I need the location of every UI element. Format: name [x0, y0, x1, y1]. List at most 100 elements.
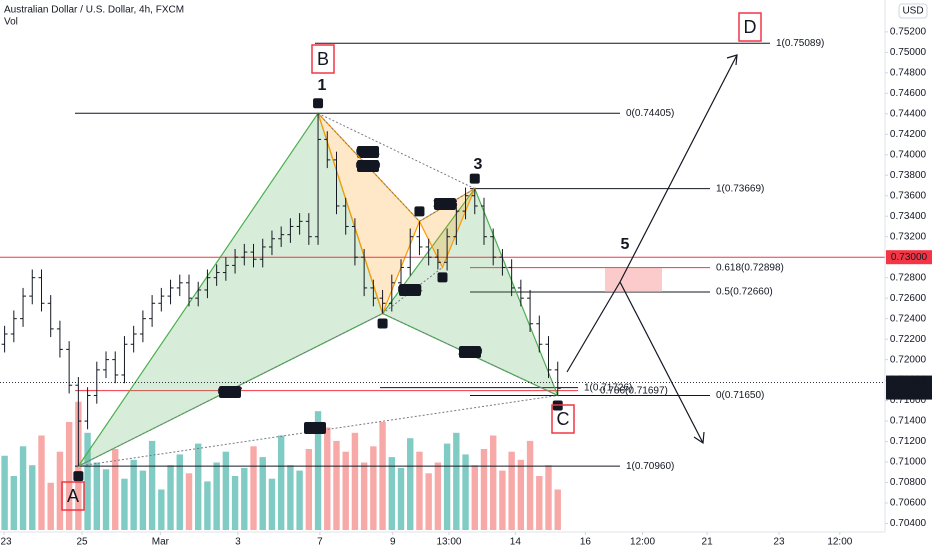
y-tick-label: 0.73800 — [890, 170, 927, 181]
volume-bar — [130, 459, 137, 530]
point-label: X — [315, 98, 322, 109]
point-badge — [313, 98, 324, 109]
volume-bar — [480, 449, 488, 530]
point-badge — [469, 173, 480, 184]
volume-bar — [213, 462, 220, 530]
volume-bar — [56, 451, 64, 530]
x-tick-label: 23 — [0, 537, 12, 548]
x-tick-label: 25 — [76, 537, 88, 548]
point-label: A — [379, 318, 386, 329]
ratio-badge — [219, 386, 241, 398]
ratio-badge — [459, 346, 481, 358]
currency-label[interactable]: USD — [902, 6, 923, 17]
volume-bar — [508, 451, 515, 530]
volume-bar — [499, 470, 506, 530]
point-label: D — [471, 173, 478, 184]
volume-bar — [490, 435, 497, 530]
volume-bar — [167, 465, 174, 530]
volume-bar — [443, 443, 451, 530]
volume-layer — [1, 401, 561, 530]
volume-bar — [324, 427, 331, 530]
x-tick-label: 7 — [317, 537, 323, 548]
point-label: X — [75, 471, 82, 482]
ratio-label: 1.558 — [432, 199, 457, 210]
wave-label: A — [67, 486, 79, 506]
ratio-label: 1.609 — [457, 347, 482, 358]
volume-bar — [102, 469, 110, 530]
volume-bar — [139, 470, 147, 530]
pattern-ratio-line — [78, 394, 558, 467]
pattern-ratio-line — [78, 313, 383, 467]
volume-bar — [112, 449, 119, 530]
x-tick-label: 13:00 — [436, 537, 461, 548]
volume-bar — [453, 432, 460, 530]
y-tick-label: 0.75000 — [890, 47, 927, 58]
volume-bar — [351, 432, 359, 530]
y-tick-label: 0.74800 — [890, 67, 927, 78]
x-tick-label: 16 — [580, 537, 592, 548]
volume-bar — [47, 482, 54, 530]
x-tick-label: 14 — [510, 537, 522, 548]
wave-box — [311, 44, 335, 74]
volume-bar — [407, 438, 414, 530]
price-tag-label: 0.71776 — [891, 377, 928, 388]
volume-bar — [65, 422, 73, 530]
volume-bar — [545, 465, 552, 530]
arrow-head — [693, 431, 705, 445]
volume-bar — [287, 465, 294, 530]
x-tick-label: 21 — [702, 537, 714, 548]
volume-bar — [536, 476, 543, 530]
wave-label: B — [317, 49, 329, 69]
volume-bar — [268, 478, 276, 530]
y-tick-label: 0.72200 — [890, 334, 927, 345]
volume-bar — [222, 451, 230, 530]
y-tick-label: 0.74600 — [890, 88, 927, 99]
x-tick-label: Mar — [152, 537, 170, 548]
fib-label: 0(0.74405) — [626, 108, 674, 119]
wave-number: 5 — [621, 236, 630, 253]
ratio-label: 0.611 — [356, 147, 381, 158]
y-tick-label: 0.74000 — [890, 149, 927, 160]
y-tick-label: 0.74200 — [890, 129, 927, 140]
y-tick-label: 0.72800 — [890, 272, 927, 283]
volume-bar — [121, 478, 128, 530]
volume-bar — [296, 470, 303, 530]
point-label: C — [439, 272, 446, 283]
ratio-badge — [304, 422, 326, 434]
fib-label: 1(0.71726) — [584, 382, 632, 393]
volume-bar — [204, 481, 211, 530]
volume-bar — [231, 476, 239, 530]
fib-label: 1(0.75089) — [776, 38, 824, 49]
volume-bar — [397, 467, 405, 530]
volume-bar — [517, 459, 525, 530]
fib-label: 1(0.70960) — [626, 461, 674, 472]
price-tag — [886, 375, 932, 400]
wave-number: 3 — [474, 156, 483, 173]
fib-label: 1(0.73669) — [716, 183, 764, 194]
y-tick-label: 0.71200 — [890, 436, 927, 447]
y-tick-label: 0.71400 — [890, 416, 927, 427]
volume-bar — [305, 449, 313, 530]
wave-box — [738, 12, 762, 42]
price-tag — [886, 250, 932, 265]
volume-label: Vol — [4, 17, 18, 28]
countdown: 02:05:11 — [890, 388, 929, 399]
wave-number: 1 — [318, 77, 327, 94]
symbol-title: Australian Dollar / U.S. Dollar, 4h, FXC… — [4, 5, 184, 16]
ratio-label: 0.469 — [355, 161, 380, 172]
volume-bar — [388, 457, 395, 530]
x-tick-label: 12:00 — [630, 537, 655, 548]
price-layer — [1, 113, 561, 467]
volume-bar — [250, 446, 257, 530]
point-badge — [73, 471, 84, 482]
y-tick-label: 0.70400 — [890, 518, 927, 529]
volume-bar — [259, 457, 266, 530]
point-badge — [377, 318, 388, 329]
currency-button[interactable] — [898, 3, 928, 19]
x-tick-label: 3 — [235, 537, 241, 548]
ratio-label: 0.567 — [217, 387, 242, 398]
volume-bar — [314, 411, 322, 530]
x-tick-label: 12:00 — [827, 537, 852, 548]
volume-bar — [554, 489, 561, 530]
